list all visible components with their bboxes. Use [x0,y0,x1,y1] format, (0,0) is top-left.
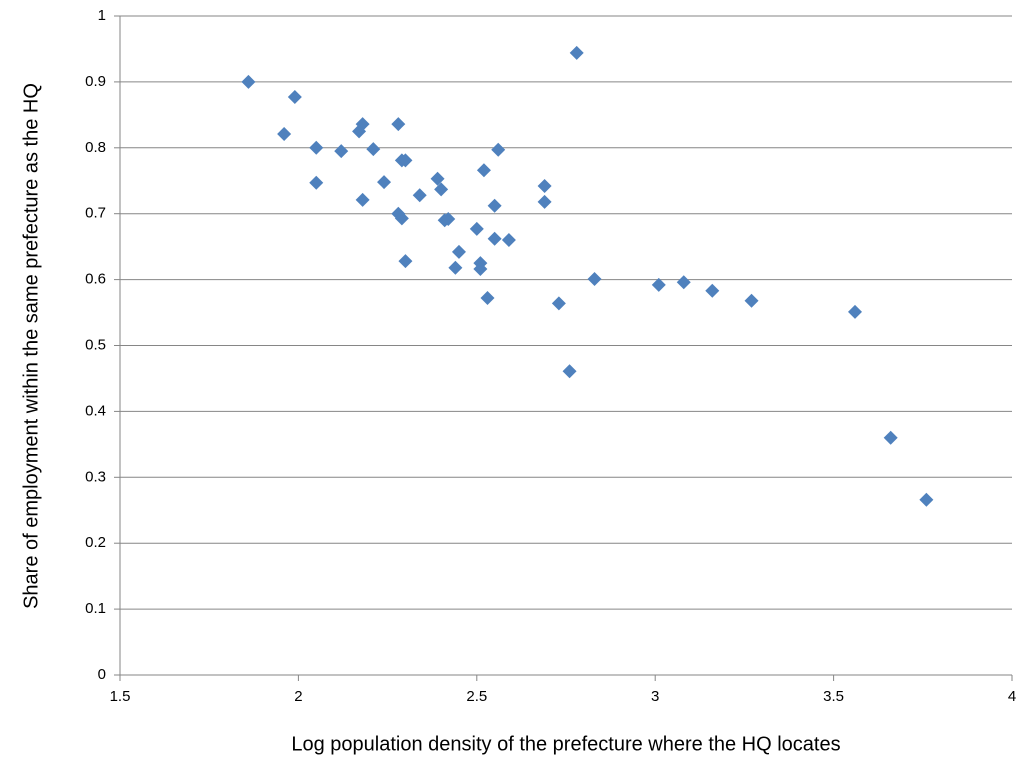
point [355,192,370,207]
point [551,296,566,311]
point [277,126,292,141]
y-axis-title: Share of employment within the same pref… [20,83,42,609]
point [705,283,720,298]
x-axis-title: Log population density of the prefecture… [291,733,840,755]
x-tick-label: 2.5 [466,688,487,705]
point [366,142,381,157]
point [391,117,406,132]
y-tick-label: 0.2 [85,534,106,551]
y-tick-label: 0.8 [85,139,106,156]
point [676,275,691,290]
point [334,144,349,159]
point [487,231,502,246]
x-tick-label: 1.5 [110,688,131,705]
y-tick-label: 0.7 [85,205,106,222]
point [487,198,502,213]
point [587,271,602,286]
y-tick-label: 0.9 [85,73,106,90]
point [651,277,666,292]
point [412,188,427,203]
point [473,262,488,277]
point [476,163,491,178]
point [398,153,413,168]
y-tick-label: 1 [98,7,106,24]
point [241,74,256,89]
point [309,175,324,190]
point [744,293,759,308]
point [430,171,445,186]
x-tick-label: 3.5 [823,688,844,705]
point [919,492,934,507]
point [883,430,898,445]
point [537,179,552,194]
point [352,124,367,139]
y-tick-label: 0.6 [85,271,106,288]
point [448,260,463,275]
point [569,45,584,60]
x-tick-label: 4 [1008,688,1016,705]
point [309,140,324,155]
y-tick-label: 0.4 [85,402,106,419]
point [434,182,449,197]
x-tick-label: 2 [294,688,302,705]
point [480,291,495,306]
point [491,142,506,157]
point [451,244,466,259]
y-tick-label: 0.5 [85,336,106,353]
point [501,233,516,248]
x-tick-label: 3 [651,688,659,705]
y-tick-label: 0.3 [85,468,106,485]
y-tick-label: 0 [98,666,106,683]
point [562,364,577,379]
y-tick-label: 0.1 [85,600,106,617]
point [537,194,552,209]
point [848,304,863,319]
point [394,211,409,226]
point [377,175,392,190]
point [441,211,456,226]
point [398,254,413,269]
point [355,117,370,132]
point [469,221,484,236]
point [287,90,302,105]
